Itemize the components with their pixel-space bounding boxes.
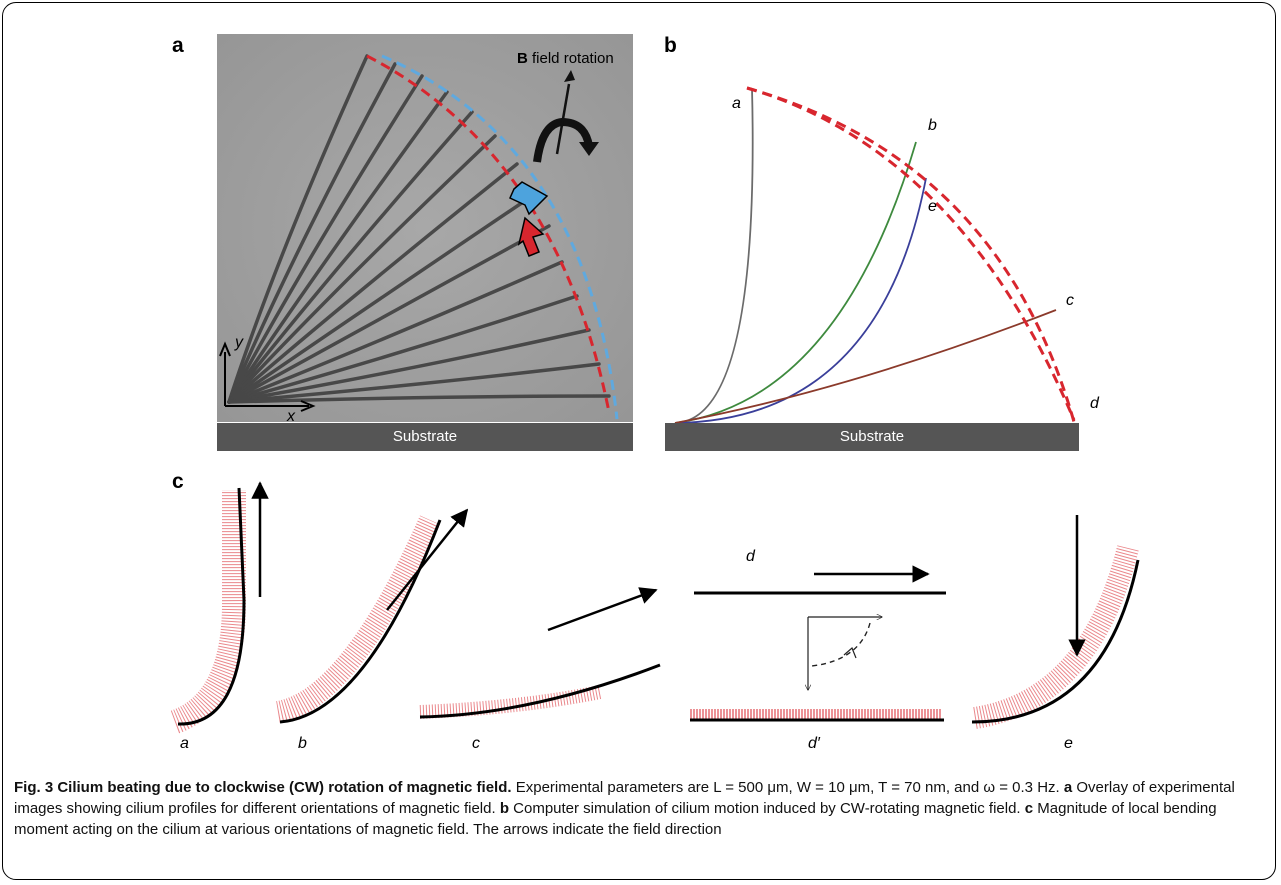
sim-label-c: c xyxy=(1066,292,1074,309)
sim-label-e: e xyxy=(928,198,937,215)
substrate-a: Substrate xyxy=(217,423,633,451)
field-vector-arrowhead-icon xyxy=(564,70,575,82)
profile-label-d-top: d xyxy=(746,548,755,565)
panel-label-a: a xyxy=(172,34,184,57)
field-rotation-label: B field rotation xyxy=(517,50,614,67)
caption-fig-label: Fig. 3 xyxy=(14,779,54,796)
caption-b-label: b xyxy=(499,800,509,817)
field-vector-icon xyxy=(555,83,571,155)
blue-dashed-envelope xyxy=(381,54,619,420)
panel-label-b: b xyxy=(664,34,677,57)
caption-c-text: Magnitude of local bending moment acting… xyxy=(14,800,1217,838)
y-axis-label: y xyxy=(235,334,243,351)
y-axis-arrow-icon xyxy=(219,341,231,357)
cilium-overlay-drawing xyxy=(217,34,633,422)
caption-c-label: c xyxy=(1024,800,1034,817)
red-arrow-icon xyxy=(517,216,545,257)
x-axis-label: x xyxy=(287,408,295,422)
profile-label-b: b xyxy=(298,735,307,752)
profile-label-a: a xyxy=(180,735,189,752)
cilium-profiles xyxy=(227,54,611,404)
substrate-b: Substrate xyxy=(665,423,1079,451)
sim-label-d: d xyxy=(1090,395,1099,412)
figure-caption: Fig. 3 Cilium beating due to clockwise (… xyxy=(14,777,1264,840)
rotation-arrowhead-icon xyxy=(579,142,599,156)
experimental-image-overlay: B field rotation y x xyxy=(217,34,633,422)
blue-arrow-icon xyxy=(509,181,549,216)
x-axis-arrow-icon xyxy=(300,400,316,412)
panel-label-c: c xyxy=(172,470,184,493)
caption-a-label: a xyxy=(1063,779,1073,796)
sim-label-b: b xyxy=(928,117,937,134)
caption-title: Cilium beating due to clockwise (CW) rot… xyxy=(57,779,512,796)
caption-b-text: Computer simulation of cilium motion ind… xyxy=(513,800,1021,817)
caption-a-text: Overlay of experimental images showing c… xyxy=(14,779,1235,817)
profile-label-d-prime: d′ xyxy=(808,735,820,752)
profile-label-c: c xyxy=(472,735,480,752)
caption-params: Experimental parameters are L = 500 μm, … xyxy=(515,779,1060,796)
profile-label-e: e xyxy=(1064,735,1073,752)
sim-label-a: a xyxy=(732,95,741,112)
